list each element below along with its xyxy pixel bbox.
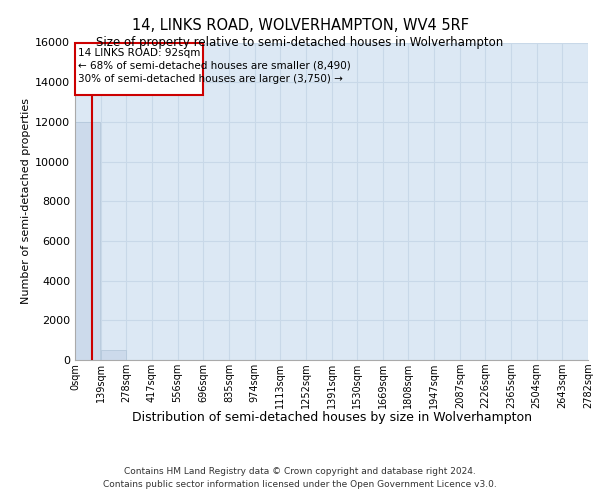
Text: Contains HM Land Registry data © Crown copyright and database right 2024.: Contains HM Land Registry data © Crown c… [124,467,476,476]
FancyBboxPatch shape [76,42,203,95]
X-axis label: Distribution of semi-detached houses by size in Wolverhampton: Distribution of semi-detached houses by … [131,411,532,424]
Text: 30% of semi-detached houses are larger (3,750) →: 30% of semi-detached houses are larger (… [77,74,343,84]
Text: Contains public sector information licensed under the Open Government Licence v3: Contains public sector information licen… [103,480,497,489]
Text: 14, LINKS ROAD, WOLVERHAMPTON, WV4 5RF: 14, LINKS ROAD, WOLVERHAMPTON, WV4 5RF [131,18,469,32]
Y-axis label: Number of semi-detached properties: Number of semi-detached properties [21,98,31,304]
Text: ← 68% of semi-detached houses are smaller (8,490): ← 68% of semi-detached houses are smalle… [77,60,350,70]
Bar [75,122,100,360]
Text: Size of property relative to semi-detached houses in Wolverhampton: Size of property relative to semi-detach… [97,36,503,49]
Text: 14 LINKS ROAD: 92sqm: 14 LINKS ROAD: 92sqm [77,48,200,58]
Bar [101,350,126,360]
